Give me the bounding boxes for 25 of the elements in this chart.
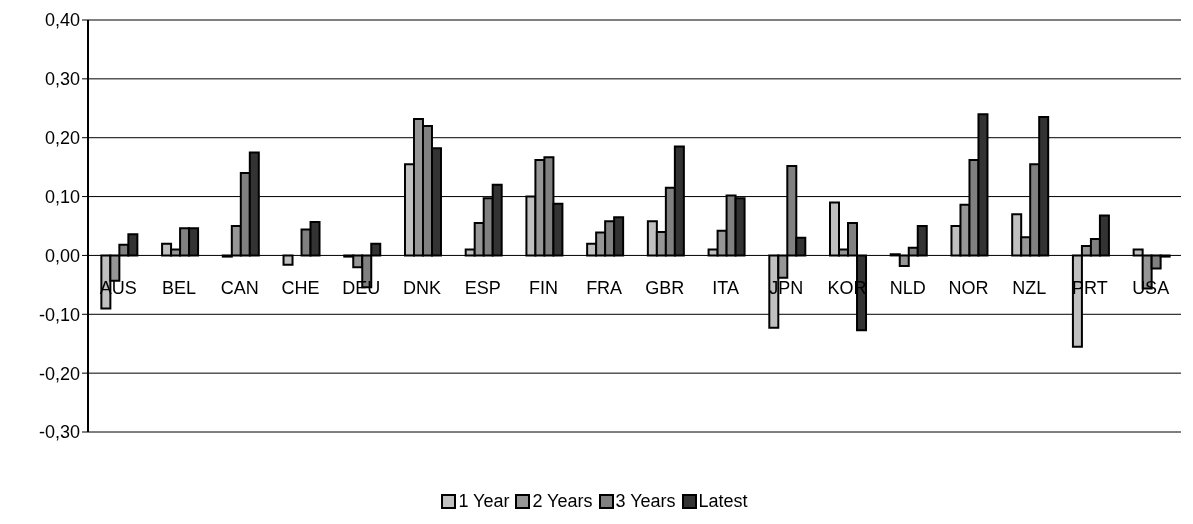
x-tick-label: CAN: [220, 278, 259, 298]
y-tick-label: -0,20: [38, 363, 80, 384]
x-tick-label: BEL: [162, 278, 197, 298]
x-tick-label: NLD: [889, 278, 926, 298]
y-tick-label: 0,40: [44, 10, 80, 31]
x-tick-label: FIN: [528, 278, 558, 298]
x-tick-label: CHE: [281, 278, 320, 298]
y-tick-label: -0,30: [38, 422, 80, 443]
x-tick-label: ITA: [712, 278, 739, 298]
y-tick-label: 0,10: [44, 186, 80, 207]
y-tick-label: 0,00: [44, 245, 80, 266]
x-tick-label: ESP: [464, 278, 501, 298]
x-tick-label: NOR: [948, 278, 989, 298]
y-tick-label: 0,30: [44, 69, 80, 90]
legend-label: 3 Years: [614, 491, 676, 512]
x-tick-label: GBR: [645, 278, 685, 298]
x-tick-label: FRA: [586, 278, 623, 298]
y-tick-label: 0,20: [44, 128, 80, 149]
x-tick-label: NZL: [1012, 278, 1047, 298]
x-tick-label: DEU: [342, 278, 381, 298]
legend-label: 1 Year: [457, 491, 510, 512]
x-tick-label: DNK: [402, 278, 441, 298]
legend-label: Latest: [697, 491, 748, 512]
y-tick-label: -0,10: [38, 304, 80, 325]
legend-label: 2 Years: [531, 491, 593, 512]
